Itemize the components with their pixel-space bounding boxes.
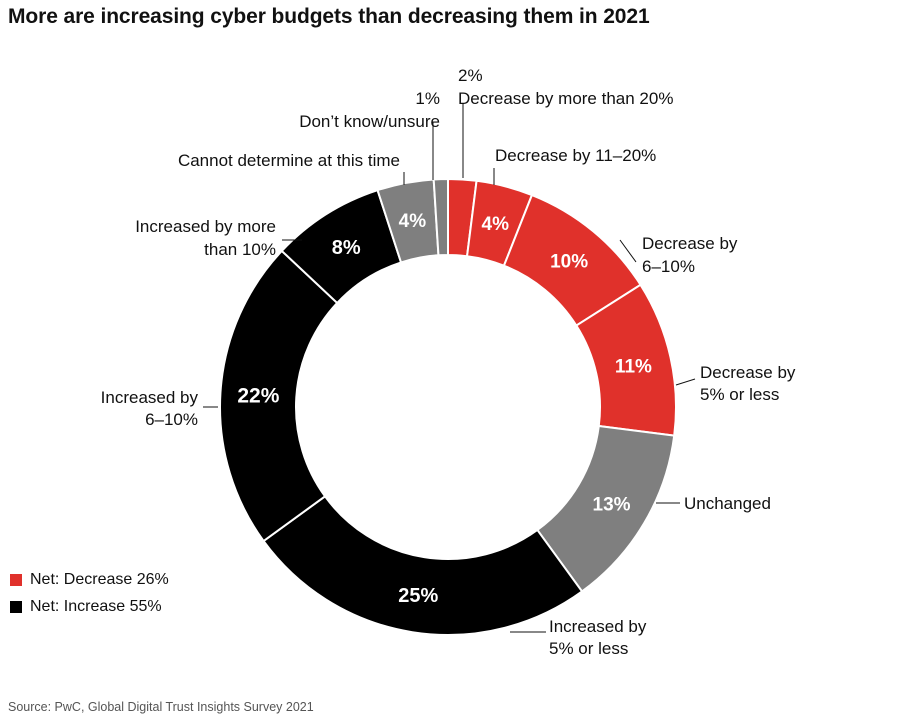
slice-value-4: 13%	[593, 495, 631, 516]
slice-value-3: 11%	[615, 356, 652, 377]
slice-value-8: 4%	[399, 211, 427, 232]
legend-swatch-increase	[10, 600, 22, 613]
legend: Net: Decrease 26% Net: Increase 55%	[10, 566, 169, 620]
slice-value-2: 10%	[550, 251, 588, 272]
donut-slice-5	[262, 494, 584, 636]
donut-slice-6	[219, 249, 339, 543]
slice-value-1: 4%	[482, 214, 510, 235]
leader-line-3	[675, 378, 696, 386]
slice-label-5-line-0: Increased by	[549, 617, 647, 636]
slice-label-7-line-0: Increased by more	[135, 217, 276, 236]
slice-category-labels: 2% Decrease by more than 20% Decrease by 1…	[101, 66, 796, 658]
slice-label-0-line-1: Decrease by more than 20%	[458, 89, 673, 108]
slice-outer-value-0: 2%	[458, 66, 483, 85]
slice-label-2-line-0: Decrease by	[642, 234, 738, 253]
legend-label-increase: Net: Increase 55%	[30, 597, 162, 615]
leader-lines	[203, 104, 696, 633]
slice-value-labels: 4% 10% 11% 13% 25% 22% 8% 4%	[237, 211, 652, 607]
legend-swatch-decrease	[10, 573, 22, 586]
slice-label-5-line-1: 5% or less	[549, 639, 628, 658]
source-note: Source: PwC, Global Digital Trust Insigh…	[8, 700, 314, 714]
slice-label-3-line-1: 5% or less	[700, 385, 779, 404]
slice-outer-value-9: 1%	[415, 89, 440, 108]
slice-label-1-line-0: Decrease by 11–20%	[495, 146, 656, 165]
slice-label-6-line-0: Increased by	[101, 388, 199, 407]
donut-slice-9	[432, 177, 449, 257]
chart-title: More are increasing cyber budgets than d…	[8, 5, 650, 28]
legend-item-decrease: Net: Decrease 26%	[10, 566, 169, 593]
slice-label-3-line-0: Decrease by	[700, 363, 796, 382]
slice-value-7: 8%	[332, 237, 361, 259]
slice-label-9-line-1: Don’t know/unsure	[299, 112, 440, 131]
slice-label-8-line-0: Cannot determine at this time	[178, 151, 400, 170]
donut-slices	[219, 177, 677, 636]
slice-label-7-line-1: than 10%	[204, 240, 276, 259]
legend-item-increase: Net: Increase 55%	[10, 593, 169, 620]
slice-label-4-line-0: Unchanged	[684, 494, 771, 513]
slice-label-2-line-1: 6–10%	[642, 257, 695, 276]
slice-value-6: 22%	[237, 385, 279, 408]
legend-label-decrease: Net: Decrease 26%	[30, 570, 169, 588]
slice-value-5: 25%	[398, 585, 438, 607]
leader-line-2	[619, 239, 637, 263]
slice-label-6-line-1: 6–10%	[145, 410, 198, 429]
